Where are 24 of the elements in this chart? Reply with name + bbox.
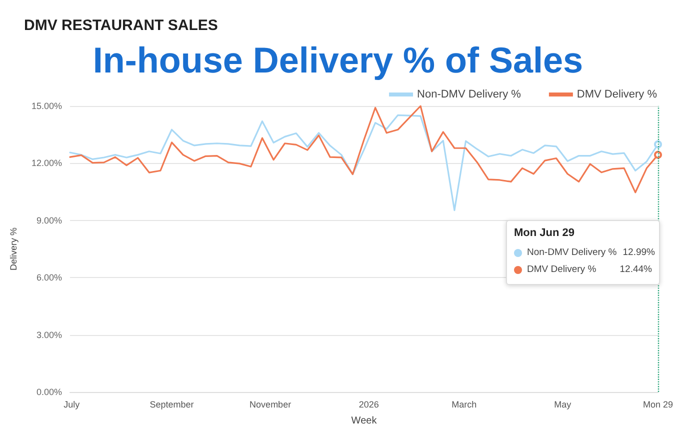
annotation: 12.99%	[622, 247, 655, 258]
y-tick-label: 15.00%	[31, 101, 62, 111]
annotation: Non-DMV Delivery %	[527, 247, 617, 258]
chart-title: In-house Delivery % of Sales	[92, 40, 584, 80]
annotation: DMV Delivery %	[527, 264, 598, 275]
chart-subtitle: DMV RESTAURANT SALES	[24, 17, 218, 34]
x-tick-label: 2026	[358, 400, 379, 410]
x-tick-label: March	[452, 400, 477, 410]
legend-label: DMV Delivery %	[576, 88, 658, 100]
x-tick-label: September	[150, 400, 194, 410]
y-tick-label: 3.00%	[36, 330, 62, 340]
y-axis-title: Delivery %	[8, 227, 18, 271]
x-tick-label: July	[64, 400, 80, 410]
x-axis-title: Week	[351, 416, 378, 426]
x-tick-label: November	[250, 400, 292, 410]
annotation: 12.44%	[620, 264, 652, 275]
y-tick-label: 0.00%	[36, 387, 62, 397]
legend-label: Non-DMV Delivery %	[417, 88, 522, 100]
y-tick-label: 12.00%	[31, 158, 62, 168]
annotation: Mon Jun 29	[514, 227, 576, 239]
y-tick-label: 6.00%	[36, 272, 62, 283]
x-tick-label: Mon 29	[642, 400, 674, 410]
x-tick-label: May	[554, 400, 572, 410]
y-tick-label: 9.00%	[36, 215, 62, 226]
